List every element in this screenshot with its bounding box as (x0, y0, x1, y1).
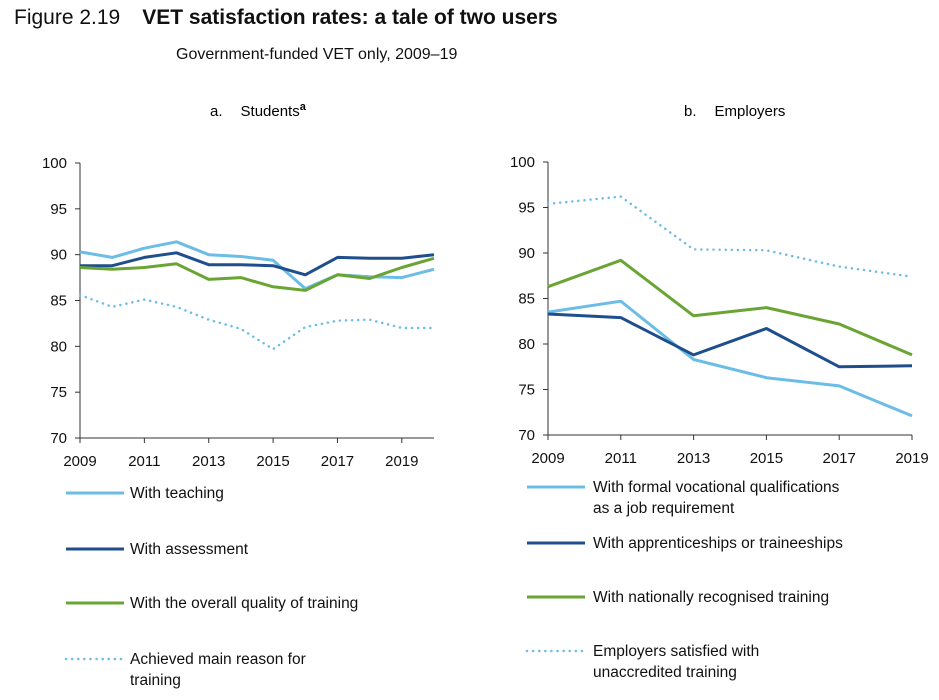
y-tick-label: 80 (50, 338, 67, 355)
legend-label-with-formal-vocational-qualifications-as-a-job-requirement: With formal vocational qualifications as … (593, 479, 840, 517)
y-tick-label: 70 (50, 430, 67, 447)
figure-subtitle: Government-funded VET only, 2009–19 (176, 46, 458, 63)
series-line-with-assessment (80, 251, 435, 277)
panel-b: b. Employers 70 75 80 85 90 95 100 2009 2011 2013 20… (510, 103, 929, 681)
series-line-with-the-overall-quality-of-training (79, 256, 435, 292)
x-tick-label: 2015 (256, 453, 289, 470)
legend-label-with-assessment: With assessment (130, 541, 249, 558)
y-tick-label: 85 (50, 293, 67, 310)
x-tick-label: 2013 (192, 453, 225, 470)
legend-label-with-the-overall-quality-of-training: With the overall quality of training (130, 595, 358, 612)
x-tick-label: 2019 (385, 453, 418, 470)
series-line-achieved-main-reason-for-training (78, 293, 436, 351)
y-tick-label: 75 (50, 384, 67, 401)
panel-a: a. Studentsa 70 75 80 85 90 95 100 2009 2011 2013 20… (42, 101, 436, 689)
figure-header: Figure 2.19 VET satisfaction rates: a tal… (14, 6, 558, 30)
x-tick-label: 2015 (750, 450, 783, 467)
x-tick-label: 2019 (895, 450, 928, 467)
legend-label-employers-satisfied-with-unaccredited-training: Employers satisfied with unaccredited tra… (593, 643, 759, 681)
x-tick-label: 2017 (823, 450, 856, 467)
y-tick-label: 70 (518, 427, 535, 444)
y-tick-label: 85 (518, 291, 535, 308)
figure-number: Figure 2.19 (14, 6, 121, 29)
x-tick-label: 2009 (531, 450, 564, 467)
x-tick-label: 2013 (677, 450, 710, 467)
panel-title-a: a. Studentsa (210, 101, 307, 120)
figure-title: VET satisfaction rates: a tale of two us… (142, 6, 558, 29)
y-tick-label: 95 (518, 200, 535, 217)
y-tick-label: 100 (42, 155, 67, 172)
y-tick-label: 90 (518, 245, 535, 262)
series-line-with-nationally-recognised-training (547, 258, 913, 357)
panel-title-b: b. Employers (684, 103, 785, 120)
series-line-employers-satisfied-with-unaccredited-training (546, 195, 914, 278)
y-tick-label: 80 (518, 336, 535, 353)
x-tick-label: 2011 (605, 450, 637, 467)
x-tick-label: 2017 (321, 453, 354, 470)
legend-label-with-nationally-recognised-training: With nationally recognised training (593, 589, 829, 606)
y-tick-label: 90 (50, 247, 67, 264)
legend-label-achieved-main-reason-for-training: Achieved main reason for training (130, 651, 306, 689)
legend-label-with-apprenticeships-or-traineeships: With apprenticeships or traineeships (593, 535, 843, 552)
series-line-with-formal-vocational-qualifications-as-a-job-requirement (547, 299, 913, 418)
y-tick-label: 75 (518, 382, 535, 399)
series-line-with-apprenticeships-or-traineeships (547, 312, 913, 369)
legend-label-with-teaching: With teaching (130, 485, 224, 502)
x-tick-label: 2011 (128, 453, 160, 470)
y-tick-label: 95 (50, 201, 67, 218)
x-tick-label: 2009 (63, 453, 96, 470)
y-tick-label: 100 (510, 154, 535, 171)
